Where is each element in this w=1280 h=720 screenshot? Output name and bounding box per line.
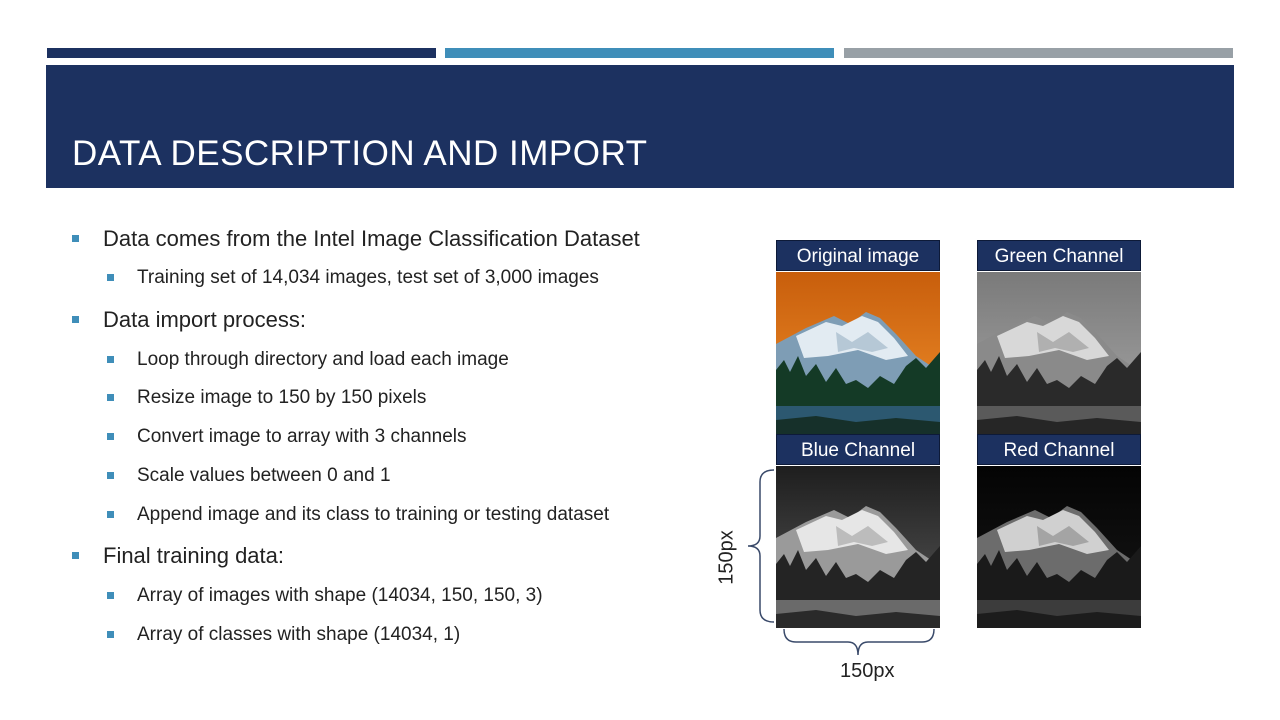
- bullet-square-icon: [107, 631, 114, 638]
- bullet-text: Array of images with shape (14034, 150, …: [137, 585, 543, 606]
- accent-bar-grey: [844, 48, 1233, 58]
- bullet-item: Append image and its class to training o…: [107, 504, 610, 526]
- bullet-square-icon: [107, 511, 114, 518]
- bullet-text: Training set of 14,034 images, test set …: [137, 267, 599, 288]
- bullet-text: Loop through directory and load each ima…: [137, 349, 509, 370]
- bullet-item: Data import process:: [72, 307, 306, 333]
- title-band: DATA DESCRIPTION AND IMPORT: [46, 65, 1234, 188]
- bullet-text: Final training data:: [103, 543, 284, 568]
- bullet-square-icon: [72, 316, 79, 323]
- bullet-item: Loop through directory and load each ima…: [107, 349, 509, 371]
- slide-title: DATA DESCRIPTION AND IMPORT: [72, 134, 648, 173]
- bullet-item: Convert image to array with 3 channels: [107, 426, 467, 448]
- bullet-text: Append image and its class to training o…: [137, 504, 610, 525]
- width-brace: [783, 628, 935, 656]
- bullet-square-icon: [107, 274, 114, 281]
- panel-label-blue: Blue Channel: [776, 434, 940, 465]
- mountain-green-channel-image: [977, 272, 1141, 434]
- bullet-square-icon: [72, 552, 79, 559]
- accent-bar-blue: [445, 48, 834, 58]
- mountain-red-channel-image: [977, 466, 1141, 628]
- bullet-item: Data comes from the Intel Image Classifi…: [72, 226, 640, 252]
- bullet-item: Array of classes with shape (14034, 1): [107, 624, 461, 646]
- panel-label-red: Red Channel: [977, 434, 1141, 465]
- bullet-square-icon: [72, 235, 79, 242]
- dimension-braces: [747, 469, 775, 623]
- bullet-text: Data comes from the Intel Image Classifi…: [103, 226, 640, 251]
- bullet-text: Array of classes with shape (14034, 1): [137, 624, 461, 645]
- panel-label-green: Green Channel: [977, 240, 1141, 271]
- bullet-item: Training set of 14,034 images, test set …: [107, 267, 599, 289]
- bullet-text: Data import process:: [103, 307, 306, 332]
- bullet-square-icon: [107, 356, 114, 363]
- panel-label-original: Original image: [776, 240, 940, 271]
- mountain-original-image: [776, 272, 940, 434]
- height-brace-icon: [747, 469, 775, 623]
- mountain-blue-channel-image: [776, 466, 940, 628]
- bullet-text: Convert image to array with 3 channels: [137, 426, 467, 447]
- accent-bar-dark: [47, 48, 436, 58]
- width-dimension-label: 150px: [840, 660, 895, 682]
- bullet-text: Resize image to 150 by 150 pixels: [137, 387, 427, 408]
- bullet-item: Resize image to 150 by 150 pixels: [107, 387, 427, 409]
- bullet-item: Final training data:: [72, 543, 284, 569]
- bullet-square-icon: [107, 472, 114, 479]
- width-brace-icon: [783, 628, 935, 656]
- bullet-item: Scale values between 0 and 1: [107, 465, 391, 487]
- bullet-square-icon: [107, 433, 114, 440]
- height-dimension-label: 150px: [715, 530, 738, 585]
- bullet-item: Array of images with shape (14034, 150, …: [107, 585, 543, 607]
- bullet-square-icon: [107, 394, 114, 401]
- bullet-text: Scale values between 0 and 1: [137, 465, 391, 486]
- bullet-square-icon: [107, 592, 114, 599]
